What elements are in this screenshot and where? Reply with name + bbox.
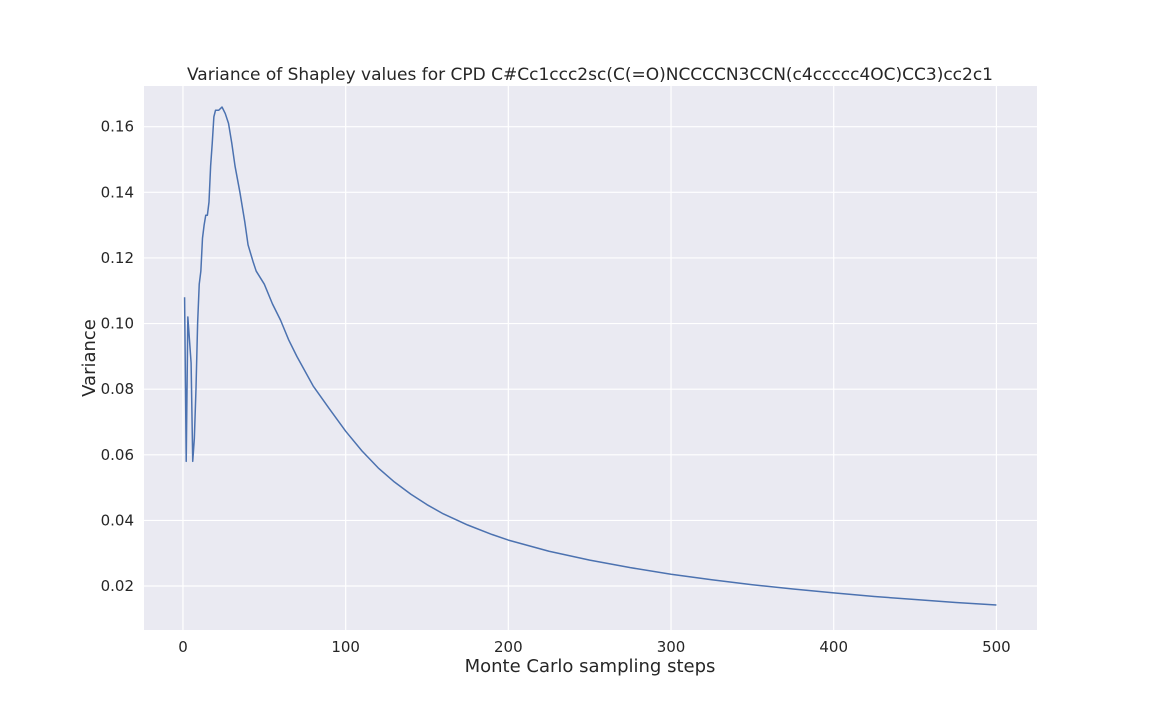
x-tick-label: 300: [657, 638, 686, 656]
grid-lines: [144, 86, 1037, 630]
series-layer: [183, 106, 997, 606]
x-axis-label: Monte Carlo sampling steps: [465, 656, 716, 677]
y-tick-label: 0.02: [101, 577, 134, 595]
y-axis-label: Variance: [79, 319, 100, 397]
y-tick-labels: 0.02 0.04 0.06 0.08 0.10 0.12 0.14 0.16: [101, 118, 134, 595]
plot-area: [144, 86, 1037, 630]
y-tick-label: 0.08: [101, 380, 134, 398]
y-tick-label: 0.04: [101, 511, 134, 529]
variance-line: [183, 106, 997, 606]
y-tick-label: 0.14: [101, 183, 134, 201]
chart-title: Variance of Shapley values for CPD C#Cc1…: [187, 65, 993, 85]
x-tick-labels: 0 100 200 300 400 500: [178, 638, 1011, 656]
y-tick-label: 0.10: [101, 315, 134, 333]
y-tick-label: 0.12: [101, 249, 134, 267]
x-tick-label: 0: [178, 638, 188, 656]
x-tick-label: 200: [494, 638, 523, 656]
x-tick-label: 400: [819, 638, 848, 656]
y-tick-label: 0.16: [101, 118, 134, 136]
y-tick-label: 0.06: [101, 446, 134, 464]
x-tick-label: 100: [331, 638, 360, 656]
x-tick-label: 500: [982, 638, 1011, 656]
